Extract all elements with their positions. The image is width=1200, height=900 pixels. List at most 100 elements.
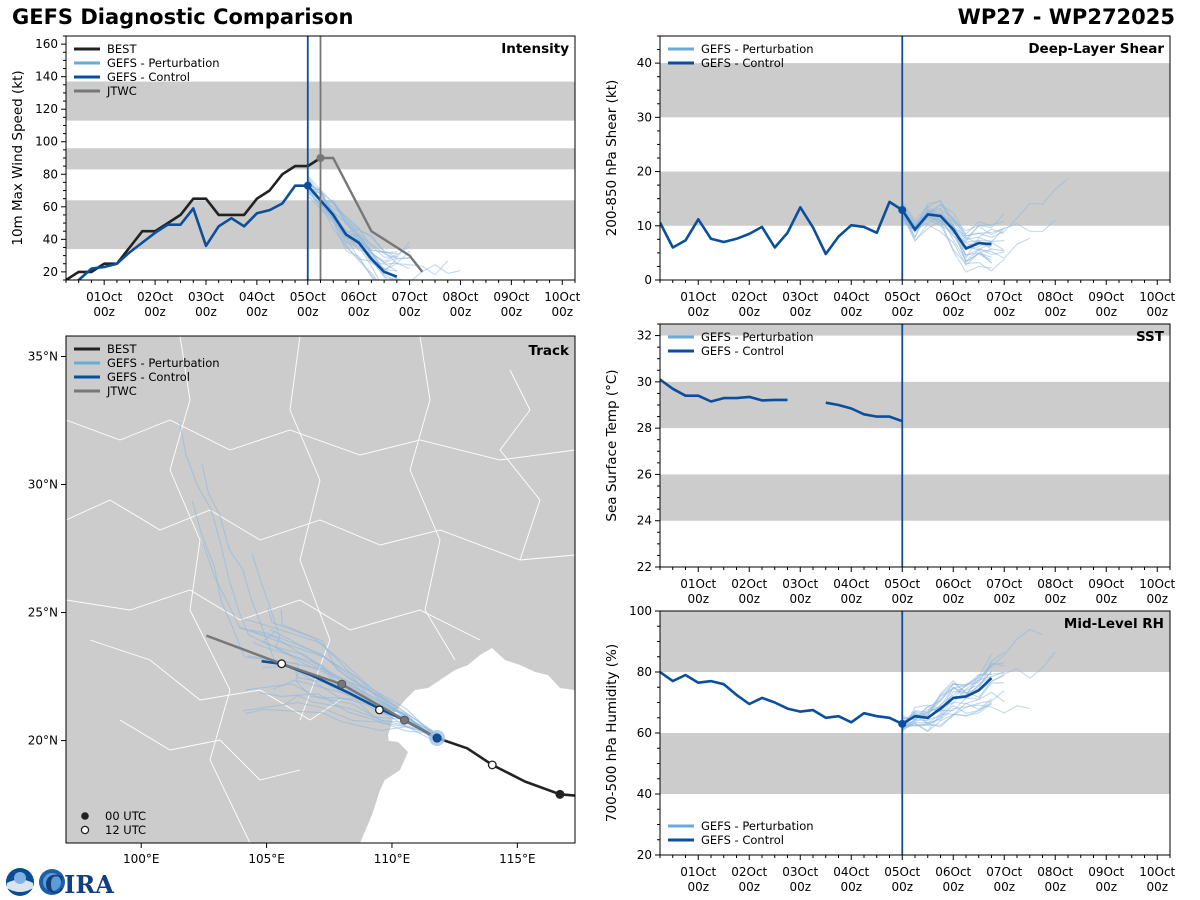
- sst-shade-band: [660, 324, 1170, 336]
- sst-xtick-label: 06Oct: [935, 577, 971, 591]
- track-map-area: [66, 336, 575, 843]
- intensity-xtick-label: 00z: [501, 305, 523, 319]
- track-legend-00utc-marker: [81, 812, 89, 820]
- sst-control-line: [825, 401, 903, 423]
- sst-ytick-label: 28: [637, 421, 652, 435]
- intensity-xtick-label: 09Oct: [493, 290, 529, 304]
- shear-xtick-label: 08Oct: [1037, 290, 1073, 304]
- track-ytick-label: 35°N: [28, 349, 58, 363]
- shear-ytick-label: 0: [644, 273, 652, 287]
- sst-xtick-label: 00z: [738, 592, 760, 606]
- track-perturbation-line: [260, 692, 438, 735]
- intensity-xtick-label: 00z: [93, 305, 115, 319]
- intensity-xtick-label: 00z: [450, 305, 472, 319]
- intensity-xtick-label: 08Oct: [442, 290, 478, 304]
- rh-ytick-label: 20: [637, 848, 652, 862]
- track-perturbation-line: [280, 609, 438, 743]
- sst-xtick-label: 00z: [1095, 592, 1117, 606]
- rh-xtick-label: 06Oct: [935, 865, 971, 879]
- intensity-xtick-label: 06Oct: [341, 290, 377, 304]
- shear-xtick-label: 02Oct: [731, 290, 767, 304]
- shear-ylabel: 200-850 hPa Shear (kt): [604, 80, 620, 237]
- sst-xtick-label: 04Oct: [833, 577, 869, 591]
- sst-xtick-label: 00z: [789, 592, 811, 606]
- intensity-xtick-label: 02Oct: [137, 290, 173, 304]
- map-border-line: [66, 499, 575, 561]
- intensity-legend-label: BEST: [107, 42, 137, 56]
- sst-xtick-label: 03Oct: [782, 577, 818, 591]
- map-border-line: [119, 719, 301, 781]
- track-12utc-point: [277, 659, 287, 669]
- track-panel-title: Track: [529, 343, 570, 359]
- rh-ylabel: 700-500 hPa Humidity (%): [604, 644, 620, 822]
- shear-xtick-label: 00z: [1044, 305, 1066, 319]
- rh-ytick-label: 100: [629, 604, 652, 618]
- intensity-panel-title: Intensity: [501, 41, 569, 57]
- track-xtick-label: 100°E: [123, 852, 160, 866]
- rh-control-line: [660, 670, 993, 726]
- shear-panel-title: Deep-Layer Shear: [1028, 41, 1164, 57]
- map-border-line: [89, 639, 341, 721]
- noaa-cira-logo: CIRA: [6, 868, 114, 898]
- shear-xtick-label: 00z: [840, 305, 862, 319]
- shear-xtick-label: 00z: [1095, 305, 1117, 319]
- map-border-line: [169, 336, 251, 843]
- track-xtick-label: 110°E: [374, 852, 411, 866]
- sst-shade-band: [660, 381, 1170, 429]
- intensity-ytick-label: 60: [43, 200, 58, 214]
- rh-shade-band: [660, 733, 1170, 794]
- intensity-xtick-label: 04Oct: [239, 290, 275, 304]
- track-xtick-label: 115°E: [499, 852, 536, 866]
- sst-panel-title: SST: [1136, 329, 1165, 345]
- track-perturbation-line: [267, 607, 438, 739]
- track-legend-label: BEST: [107, 342, 137, 356]
- shear-ytick-label: 40: [637, 56, 652, 70]
- track-frame: [65, 335, 576, 844]
- sst-xtick-label: 00z: [993, 592, 1015, 606]
- track-best-line: [436, 736, 575, 797]
- sst-xtick-label: 10Oct: [1139, 577, 1175, 591]
- rh-xtick-label: 00z: [789, 880, 811, 894]
- rh-perturbation-line: [901, 662, 1005, 730]
- rh-xtick-label: 01Oct: [680, 865, 716, 879]
- track-legend-12utc-label: 12 UTC: [105, 823, 146, 837]
- intensity-ytick-label: 160: [35, 37, 58, 51]
- map-border-line: [66, 589, 481, 641]
- shear-perturbation-line: [901, 207, 992, 243]
- rh-xtick-label: 09Oct: [1088, 865, 1124, 879]
- shear-legend-label: GEFS - Control: [701, 56, 784, 70]
- intensity-best-line: [66, 156, 322, 280]
- shear-xtick-label: 00z: [789, 305, 811, 319]
- intensity-xtick-label: 07Oct: [392, 290, 428, 304]
- shear-xtick-label: 05Oct: [884, 290, 920, 304]
- shear-xtick-label: 04Oct: [833, 290, 869, 304]
- rh-perturbation-line: [901, 671, 992, 725]
- intensity-panel: 2040608010012014016001Oct00z02Oct00z03Oc…: [10, 35, 581, 319]
- intensity-ytick-label: 100: [35, 135, 58, 149]
- sst-ytick-label: 32: [637, 329, 652, 343]
- rh-xtick-label: 07Oct: [986, 865, 1022, 879]
- shear-xtick-label: 10Oct: [1139, 290, 1175, 304]
- rh-xtick-label: 08Oct: [1037, 865, 1073, 879]
- intensity-ytick-label: 40: [43, 232, 58, 246]
- shear-xtick-label: 00z: [687, 305, 709, 319]
- track-legend-00utc-label: 00 UTC: [105, 809, 146, 823]
- figure-title: GEFS Diagnostic Comparison: [12, 5, 354, 29]
- track-ytick-label: 30°N: [28, 478, 58, 492]
- track-jtwc-point: [399, 715, 409, 725]
- rh-ytick-label: 60: [637, 726, 652, 740]
- intensity-xtick-label: 00z: [144, 305, 166, 319]
- shear-xtick-label: 00z: [993, 305, 1015, 319]
- intensity-xtick-label: 00z: [246, 305, 268, 319]
- track-legend-label: GEFS - Perturbation: [107, 356, 220, 370]
- track-perturbation-line: [191, 500, 438, 738]
- shear-ytick-label: 10: [637, 219, 652, 233]
- rh-xtick-label: 00z: [1044, 880, 1066, 894]
- intensity-ytick-label: 80: [43, 167, 58, 181]
- rh-xtick-label: 03Oct: [782, 865, 818, 879]
- track-panel: 100°E 105°E 110°E 115°E 20°N 25°N 30°N 35°N Trac…: [28, 335, 576, 866]
- rh-perturbation-line: [902, 698, 992, 729]
- rh-ytick-label: 40: [637, 787, 652, 801]
- intensity-jtwc-marker: [316, 154, 325, 162]
- intensity-xtick-label: 00z: [399, 305, 421, 319]
